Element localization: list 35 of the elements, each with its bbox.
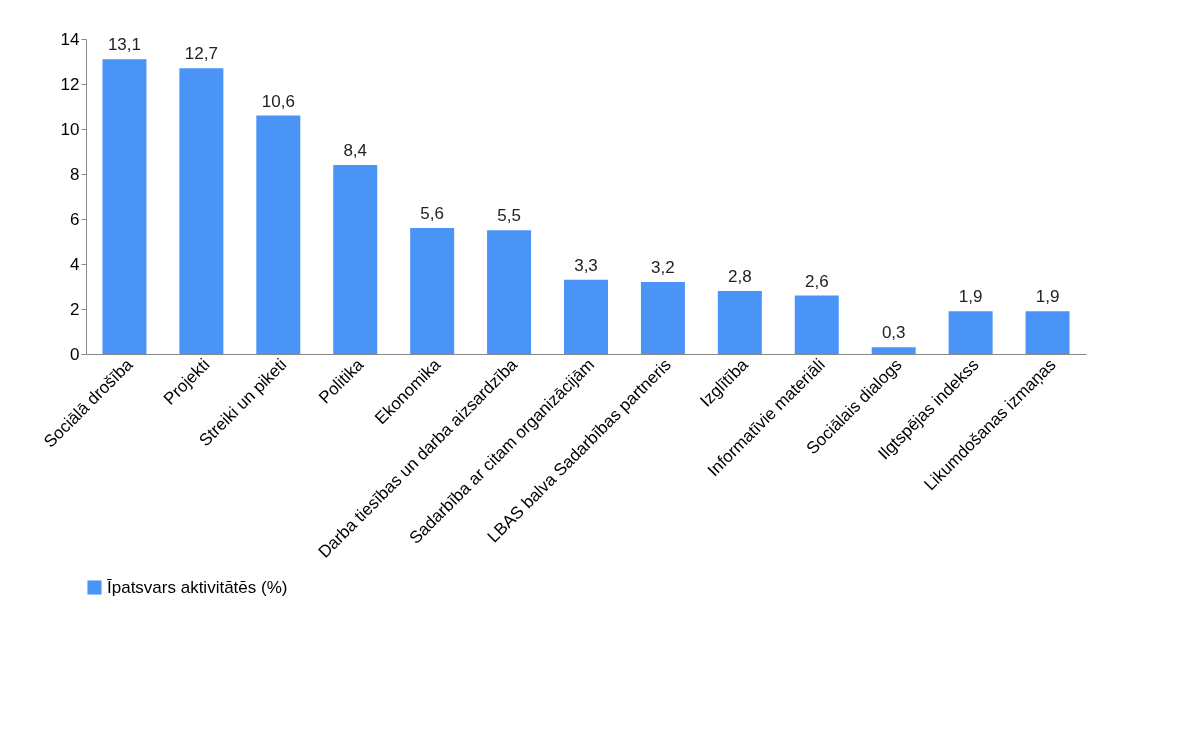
data-label: 1,9	[958, 287, 983, 307]
bar	[1025, 311, 1070, 354]
bar	[410, 228, 455, 354]
data-label: 3,3	[574, 255, 598, 275]
y-tick-label: 14	[60, 29, 80, 49]
y-tick-label: 8	[70, 164, 80, 184]
bar	[487, 230, 532, 354]
data-label: 13,1	[107, 35, 142, 55]
data-label: 12,7	[184, 44, 218, 64]
data-label: 10,6	[261, 91, 295, 111]
y-tick-label: 6	[70, 209, 80, 229]
bar	[333, 165, 378, 354]
bar	[102, 59, 147, 354]
data-label: 1,9	[1035, 287, 1060, 307]
bar	[948, 311, 993, 354]
bar	[794, 295, 839, 354]
y-tick-label: 4	[70, 254, 80, 274]
data-label: 0,3	[881, 323, 906, 343]
y-tick-label: 10	[60, 119, 80, 139]
y-tick-label: 12	[60, 74, 80, 94]
data-label: 2,8	[728, 267, 752, 286]
bar	[717, 291, 762, 354]
data-label: 5,5	[497, 206, 521, 226]
data-label: 3,2	[651, 258, 675, 277]
data-label: 8,4	[343, 141, 368, 160]
data-label: 5,6	[420, 204, 444, 223]
bar	[179, 68, 224, 354]
data-label: 2,6	[804, 271, 829, 291]
y-tick-label: 0	[70, 344, 80, 364]
bar	[640, 282, 685, 354]
legend-label: Īpatsvars aktivitātēs (%)	[107, 577, 288, 597]
bar	[256, 115, 301, 354]
bar	[564, 279, 608, 354]
y-tick-label: 2	[70, 299, 80, 319]
bar	[871, 347, 916, 354]
